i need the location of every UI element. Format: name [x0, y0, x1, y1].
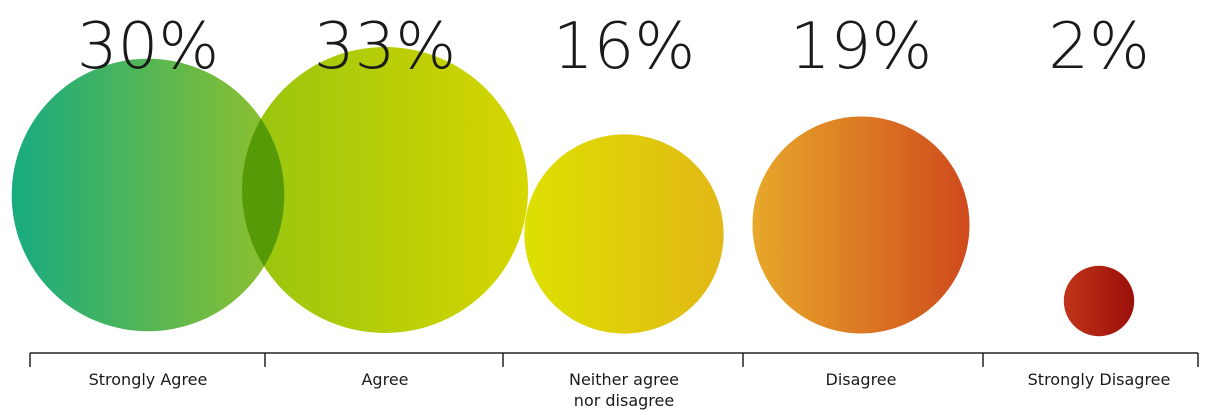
bubble-disagree	[752, 116, 970, 334]
bubbles-layer	[11, 47, 1135, 337]
category-label-strongly-agree: Strongly Agree	[89, 370, 208, 389]
value-label-neither-agree-nor-disagree: 16%	[553, 10, 695, 84]
category-label-disagree: Disagree	[826, 370, 897, 389]
value-label-strongly-agree: 30%	[77, 10, 219, 84]
category-labels-layer: Strongly Agree Agree Neither agree nor disa…	[89, 370, 1171, 410]
bubble-neither-agree-nor-disagree	[524, 134, 724, 334]
bubble-strongly-disagree	[1063, 265, 1135, 337]
bubble-agree	[242, 47, 528, 333]
value-label-disagree: 19%	[790, 10, 932, 84]
value-labels-layer: 30% 33% 16% 19% 2%	[77, 10, 1150, 84]
category-label-agree: Agree	[361, 370, 408, 389]
value-label-agree: 33%	[314, 10, 456, 84]
value-label-strongly-disagree: 2%	[1048, 10, 1150, 84]
bubble-strongly-agree	[11, 58, 285, 332]
category-axis	[29, 352, 1199, 367]
category-label-strongly-disagree: Strongly Disagree	[1028, 370, 1171, 389]
category-label-neither-agree-nor-disagree: Neither agree nor disagree	[569, 370, 679, 410]
